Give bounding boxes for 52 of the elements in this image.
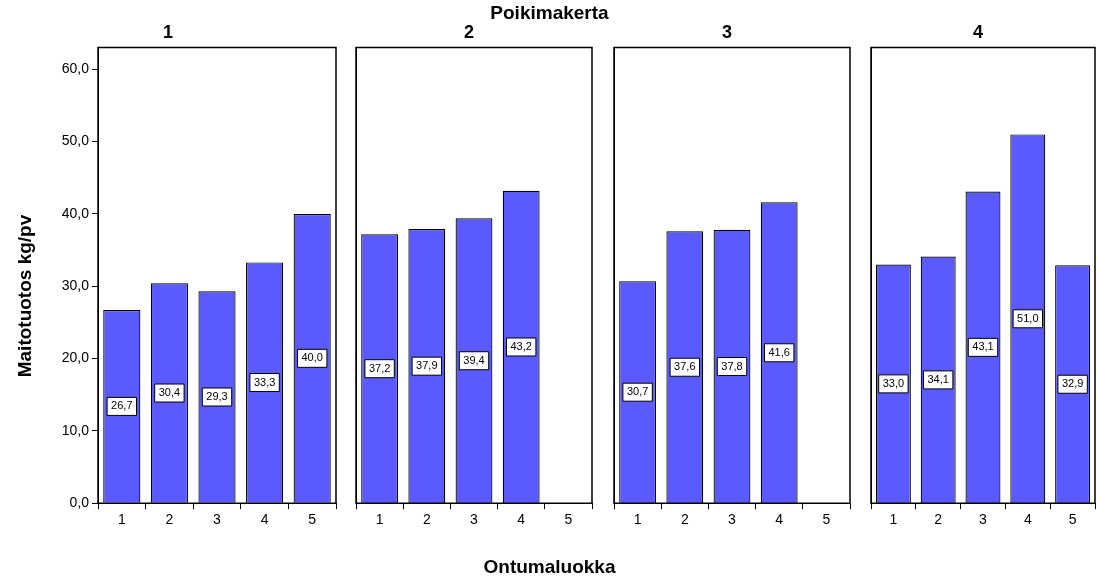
chart-title: 4	[972, 21, 984, 42]
x-tick-label: 2	[680, 511, 689, 528]
data-label: 30,7	[626, 385, 649, 398]
x-tick-label: 5	[308, 511, 317, 528]
data-label: 26,7	[111, 399, 133, 412]
x-tick-label: 2	[165, 511, 174, 528]
y-tick-label: 50,0	[61, 132, 90, 149]
x-tick-label: 4	[775, 511, 784, 528]
x-tick-label: 3	[213, 511, 222, 528]
data-label: 29,3	[206, 390, 228, 403]
data-label: 40,0	[301, 351, 323, 364]
x-tick-label: 1	[375, 511, 384, 528]
x-tick-label: 2	[934, 511, 943, 528]
data-label: 43,1	[972, 340, 994, 353]
y-tick-label: 20,0	[61, 349, 90, 366]
data-label: 34,1	[927, 372, 949, 385]
data-label: 39,4	[463, 353, 485, 366]
chart-title: 1	[162, 21, 174, 42]
chart-title: 2	[463, 21, 475, 42]
x-tick-label: 4	[1023, 511, 1032, 528]
data-label: 37,6	[674, 360, 696, 373]
y-tick-label: 10,0	[61, 421, 90, 438]
y-tick-label: 60,0	[61, 60, 90, 77]
x-tick-label: 4	[517, 511, 526, 528]
data-label: 33,0	[882, 376, 905, 389]
x-tick-label: 3	[470, 511, 479, 528]
x-tick-label: 1	[889, 511, 898, 528]
data-label: 51,0	[1017, 311, 1039, 324]
y-tick-label: 30,0	[61, 277, 90, 294]
x-tick-label: 2	[422, 511, 431, 528]
chart-title: 3	[721, 21, 733, 42]
y-axis-title: Maitotuotos kg/pv	[14, 213, 36, 380]
data-label: 37,9	[416, 359, 438, 372]
text: Poikimakerta	[490, 2, 609, 23]
x-tick-label: 1	[117, 511, 126, 528]
data-label: 33,3	[253, 375, 276, 388]
data-label: 37,2	[368, 361, 391, 374]
data-label: 32,9	[1061, 377, 1084, 390]
x-tick-label: 4	[260, 511, 269, 528]
data-label: 37,8	[721, 359, 743, 372]
x-tick-label: 3	[728, 511, 737, 528]
x-axis-title: Ontumaluokka	[482, 556, 617, 578]
x-tick-label: 1	[633, 511, 642, 528]
y-tick-label: 40,0	[61, 204, 90, 221]
x-tick-label: 5	[822, 511, 831, 528]
x-tick-label: 3	[979, 511, 988, 528]
data-label: 41,6	[768, 345, 790, 358]
x-tick-label: 5	[1068, 511, 1077, 528]
data-label: 43,2	[510, 340, 532, 353]
data-label: 30,4	[158, 386, 181, 399]
x-tick-label: 5	[564, 511, 573, 528]
y-tick-label: 0,0	[69, 494, 90, 511]
